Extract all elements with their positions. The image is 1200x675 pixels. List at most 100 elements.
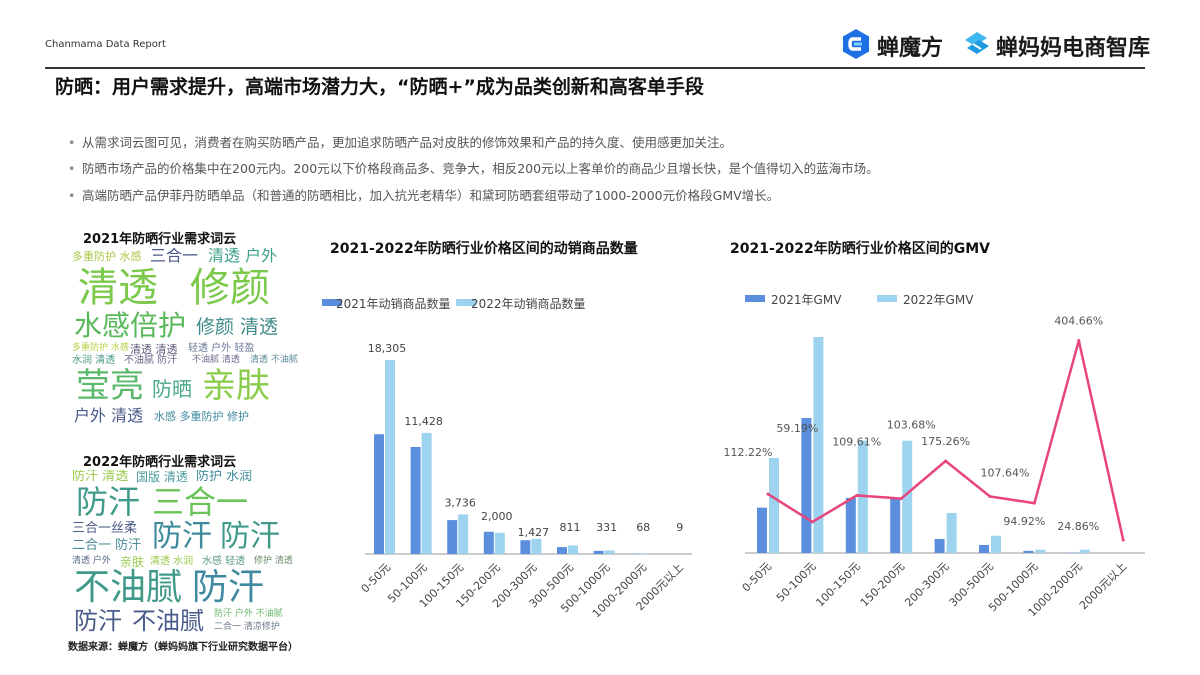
cloud-word: 防汗 户外 不油腻 <box>214 609 283 619</box>
report-label: Chanmama Data Report <box>45 39 166 50</box>
legend-label-2021-gmv[interactable]: 2021年GMV <box>771 293 842 307</box>
cloud-word: 二合一 防汗 <box>72 538 142 553</box>
chart2-title: 2021-2022年防晒行业价格区间的GMV <box>730 241 990 257</box>
cloud-word: 三合一 <box>150 248 199 265</box>
bar-2021 <box>593 550 604 554</box>
cloud-word: 多重防护 水感 <box>72 250 142 263</box>
cloud-word: 二合一 清凉修护 <box>214 622 280 632</box>
bar-2022-gmv <box>1079 549 1090 553</box>
chanmama-logo-icon <box>965 32 989 54</box>
bar-2021 <box>374 434 384 554</box>
growth-point <box>944 459 948 463</box>
bullet-item: • 高端防晒产品伊菲丹防晒单品（和普通的防晒相比，加入抗光老精华）和黛珂防晒套组带… <box>68 188 780 203</box>
data-label: 68 <box>636 521 650 534</box>
cloud-word: 防汗 <box>192 567 265 608</box>
cloud-word: 三合一丝柔 <box>72 521 138 536</box>
growth-label: 94.92% <box>1003 515 1045 528</box>
cloud-word: 防护 水润 <box>196 470 253 484</box>
word-cloud-2021: 多重防护 水感 三合一 清透 户外 清透 修颜 水感倍护 修颜 清透 多重防护 … <box>68 248 304 426</box>
cloud-word: 户外 清透 <box>74 406 144 425</box>
bar-2021-gmv <box>801 418 812 553</box>
chanmofang-logo-text: 蝉魔方 <box>877 36 944 61</box>
bar-2021 <box>410 446 421 554</box>
growth-point <box>1077 339 1081 343</box>
data-label: 9 <box>676 521 683 534</box>
data-label: 1,427 <box>518 526 550 539</box>
cloud-word: 不油腻 清透 <box>192 355 240 365</box>
cloud-word: 清透 户外 <box>72 556 111 566</box>
data-label: 331 <box>596 521 617 534</box>
chart1-plot: 18,3050-50元11,42850-100元3,736100-150元2,0… <box>358 342 692 620</box>
growth-point <box>1032 501 1036 505</box>
bullet-text: 从需求词云图可见，消费者在购买防晒产品，更加追求防晒产品对皮肤的修饰效果和产品的… <box>82 135 733 150</box>
cloud-word: 多重防护 水感 <box>72 343 129 353</box>
bullet-text: 防晒市场产品的价格集中在200元内。200元以下价格段商品多、竞争大，相反200… <box>82 161 879 176</box>
growth-label: 109.61% <box>832 435 881 448</box>
bar-2022-gmv <box>769 457 779 553</box>
bar-2022-gmv <box>902 440 913 553</box>
bar-2022 <box>604 550 615 554</box>
cloud-word: 轻透 户外 轻盈 <box>188 343 255 354</box>
bar-2021-gmv <box>845 497 856 553</box>
bullet-text: 高端防晒产品伊菲丹防晒单品（和普通的防晒相比，加入抗光老精华）和黛珂防晒套组带动… <box>82 188 780 203</box>
growth-point <box>1121 538 1125 542</box>
bar-2022 <box>494 532 505 554</box>
data-label: 3,736 <box>444 496 476 509</box>
growth-label: 103.68% <box>887 419 936 432</box>
cloud-word: 防汗 <box>220 519 280 554</box>
data-label: 2,000 <box>481 510 513 523</box>
header-divider <box>45 67 1145 69</box>
cloud-word: 水感倍护 <box>74 309 187 342</box>
cloud-word: 防汗 清透 <box>72 470 129 484</box>
data-label: 11,428 <box>404 415 443 428</box>
data-label: 811 <box>560 521 581 534</box>
bar-2022-gmv <box>1035 549 1046 553</box>
x-tick-label: 200-300元 <box>902 560 951 609</box>
bar-2021-gmv <box>979 545 989 553</box>
cloud-word: 防汗 <box>74 607 122 635</box>
growth-point <box>810 520 814 524</box>
word-cloud-2022: 防汗 清透 国版 清透 防护 水润 防汗 三合一 三合一丝柔 二合一 防汗 防汗… <box>68 470 304 636</box>
cloud-word: 亲肤 <box>120 555 145 569</box>
bar-2022 <box>641 553 652 554</box>
x-tick-label: 0-50元 <box>358 561 393 596</box>
bar-2022-gmv <box>991 535 1001 553</box>
growth-label: 107.64% <box>981 466 1030 479</box>
cloud-word: 清透 水润 <box>150 556 194 567</box>
cloud-word: 防汗 <box>76 483 141 521</box>
legend-label-2022-gmv[interactable]: 2022年GMV <box>903 293 974 307</box>
x-tick-label: 50-100元 <box>774 560 819 605</box>
data-label: 18,305 <box>368 342 407 355</box>
cloud-2022-title: 2022年防晒行业需求词云 <box>83 455 237 470</box>
cloud-word: 防汗 <box>152 519 212 554</box>
cloud-word: 三合一 <box>152 483 249 521</box>
legend-swatch-2021 <box>322 299 342 306</box>
growth-point <box>766 492 770 496</box>
legend-swatch-2022-gmv <box>877 295 897 302</box>
bar-2022-gmv <box>813 337 824 553</box>
legend-label-2022[interactable]: 2022年动销商品数量 <box>471 297 586 311</box>
legend-label-2021[interactable]: 2021年动销商品数量 <box>336 297 451 311</box>
cloud-word: 清透 户外 <box>208 248 278 265</box>
bar-2021-gmv <box>890 499 901 553</box>
cloud-word: 修颜 <box>190 265 270 311</box>
bar-2021 <box>447 520 458 554</box>
data-source: 数据来源：蝉魔方（蝉妈妈旗下行业研究数据平台） <box>68 642 298 653</box>
cloud-word: 不油腻 <box>74 567 183 608</box>
bullet-item: • 防晒市场产品的价格集中在200元内。200元以下价格段商品多、竞争大，相反20… <box>68 161 879 176</box>
page-title: 防晒：用户需求提升，高端市场潜力大，“防晒+”成为品类创新和高客单手段 <box>55 76 704 98</box>
growth-label: 112.22% <box>724 446 773 459</box>
growth-label: 59.19% <box>776 422 818 435</box>
legend-swatch-2021-gmv <box>745 295 765 302</box>
cloud-word: 水润 清透 <box>72 355 116 366</box>
bar-2022 <box>458 514 469 554</box>
bar-2021-gmv <box>1023 550 1034 553</box>
cloud-2021-title: 2021年防晒行业需求词云 <box>83 232 237 247</box>
cloud-word: 水感 轻透 <box>202 556 246 567</box>
cloud-word: 亲肤 <box>202 366 270 406</box>
growth-point <box>855 493 859 497</box>
bar-2022 <box>568 545 578 554</box>
bar-2021 <box>520 540 531 554</box>
growth-point <box>899 497 903 501</box>
chart1-title: 2021-2022年防晒行业价格区间的动销商品数量 <box>330 241 638 257</box>
